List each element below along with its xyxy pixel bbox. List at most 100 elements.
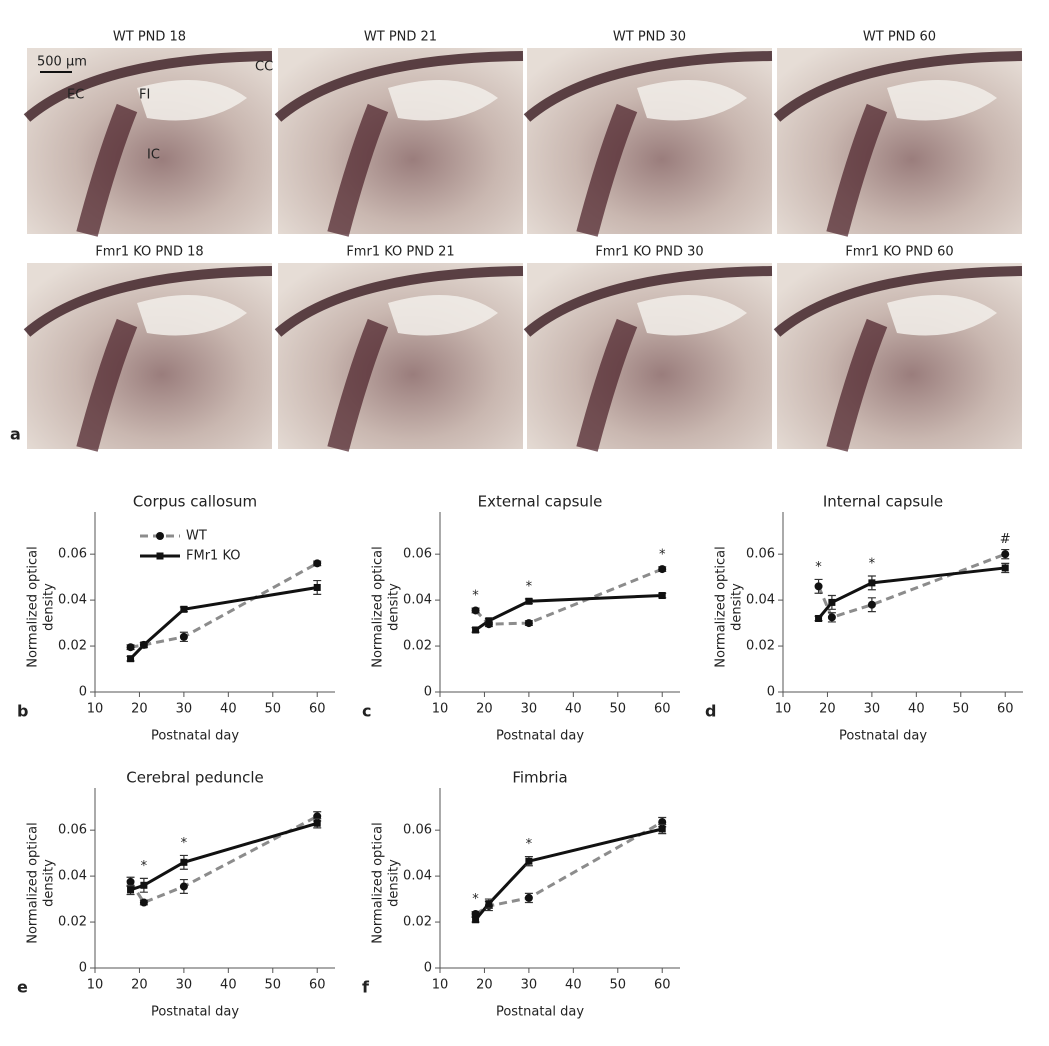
fiber-tract xyxy=(523,51,773,122)
significance-mark: * xyxy=(472,892,479,907)
data-point xyxy=(472,626,480,634)
significance-mark: * xyxy=(141,859,148,874)
x-tick-label: 60 xyxy=(654,978,671,993)
data-point xyxy=(180,858,188,866)
x-axis-label: Postnatal day xyxy=(151,1005,239,1020)
significance-mark: * xyxy=(181,836,188,851)
ventricle xyxy=(137,80,247,121)
y-tick-label: 0 xyxy=(424,961,432,976)
chart-title: Internal capsule xyxy=(823,493,943,511)
panel-letter: a xyxy=(10,425,21,444)
x-tick-label: 60 xyxy=(309,978,326,993)
data-point xyxy=(867,600,876,609)
data-point xyxy=(1001,564,1009,572)
data-point xyxy=(127,655,135,663)
micrograph xyxy=(777,48,1022,234)
legend-marker xyxy=(156,552,164,560)
micrograph xyxy=(777,263,1022,449)
data-point xyxy=(127,886,135,894)
significance-mark: * xyxy=(815,560,822,575)
x-tick-label: 30 xyxy=(864,702,881,717)
x-tick-label: 40 xyxy=(565,978,582,993)
panel-letter: b xyxy=(17,702,28,721)
significance-mark: * xyxy=(869,556,876,571)
fiber-tract xyxy=(576,103,638,237)
y-tick-label: 0.06 xyxy=(403,823,432,838)
y-axis-label: Normalized optical xyxy=(26,546,41,668)
y-axis-label: density xyxy=(730,583,745,631)
x-tick-label: 30 xyxy=(521,978,538,993)
data-point xyxy=(313,559,322,568)
y-axis-label: Normalized optical xyxy=(371,546,386,668)
data-point xyxy=(472,916,480,924)
significance-mark: # xyxy=(1000,532,1011,547)
data-point xyxy=(868,579,876,587)
y-tick-label: 0.04 xyxy=(403,593,432,608)
micrograph-label: Fmr1 KO PND 21 xyxy=(346,245,454,260)
y-tick-label: 0 xyxy=(79,685,87,700)
y-tick-label: 0.04 xyxy=(58,593,87,608)
fiber-tract xyxy=(76,318,138,452)
series-line xyxy=(474,594,663,632)
y-tick-label: 0.04 xyxy=(746,593,775,608)
series-line xyxy=(129,815,318,905)
fiber-tract xyxy=(576,318,638,452)
chart-title: Cerebral peduncle xyxy=(126,769,264,787)
data-point xyxy=(658,565,667,574)
data-point xyxy=(126,877,135,886)
y-tick-label: 0.02 xyxy=(746,639,775,654)
series-line xyxy=(474,827,663,921)
chart-title: Fimbria xyxy=(512,769,567,787)
y-tick-label: 0.04 xyxy=(58,869,87,884)
data-point xyxy=(828,598,836,606)
ventricle xyxy=(137,295,247,336)
micrograph xyxy=(527,48,772,234)
y-axis-label: Normalized optical xyxy=(371,822,386,944)
ventricle xyxy=(637,295,747,336)
y-axis-label: density xyxy=(387,859,402,907)
data-point xyxy=(179,632,188,641)
series-line xyxy=(474,567,663,626)
region-label: FI xyxy=(139,88,150,103)
region-label: EC xyxy=(67,88,84,103)
data-point xyxy=(658,592,666,600)
data-point xyxy=(140,641,148,649)
x-tick-label: 20 xyxy=(476,978,493,993)
y-tick-label: 0.06 xyxy=(58,547,87,562)
region-label: IC xyxy=(147,148,160,163)
data-point xyxy=(815,614,823,622)
x-tick-label: 10 xyxy=(87,978,104,993)
x-tick-label: 20 xyxy=(131,702,148,717)
panel-letter: c xyxy=(362,702,371,721)
x-tick-label: 40 xyxy=(220,978,237,993)
data-point xyxy=(524,893,533,902)
data-point xyxy=(126,643,135,652)
data-point xyxy=(139,898,148,907)
x-axis-label: Postnatal day xyxy=(496,1005,584,1020)
data-point xyxy=(1001,550,1010,559)
data-point xyxy=(179,882,188,891)
panel-letter: f xyxy=(362,978,370,997)
significance-mark: * xyxy=(526,837,533,852)
x-tick-label: 50 xyxy=(953,702,970,717)
x-tick-label: 30 xyxy=(176,978,193,993)
data-point xyxy=(313,819,321,827)
y-tick-label: 0.02 xyxy=(58,639,87,654)
fiber-tract xyxy=(23,266,273,337)
significance-mark: * xyxy=(659,547,666,562)
fiber-tract xyxy=(523,266,773,337)
y-axis-label: density xyxy=(42,859,57,907)
y-tick-label: 0.02 xyxy=(403,639,432,654)
data-point xyxy=(313,583,321,591)
data-point xyxy=(180,605,188,613)
x-tick-label: 50 xyxy=(610,702,627,717)
x-tick-label: 10 xyxy=(775,702,792,717)
fiber-tract xyxy=(826,318,888,452)
micrograph xyxy=(27,263,272,449)
x-tick-label: 50 xyxy=(265,702,282,717)
x-tick-label: 20 xyxy=(131,978,148,993)
y-tick-label: 0 xyxy=(79,961,87,976)
y-tick-label: 0.04 xyxy=(403,869,432,884)
x-tick-label: 50 xyxy=(265,978,282,993)
